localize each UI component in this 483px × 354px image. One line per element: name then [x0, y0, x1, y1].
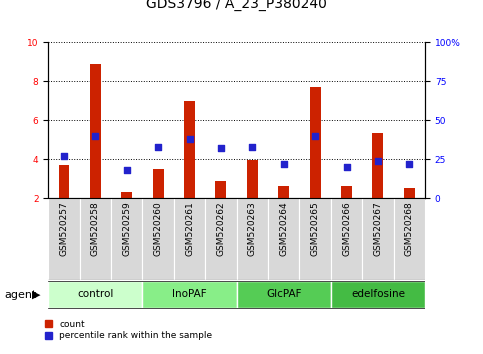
FancyBboxPatch shape	[237, 281, 331, 308]
FancyBboxPatch shape	[48, 281, 142, 308]
Bar	[310, 87, 321, 198]
Text: control: control	[77, 289, 114, 299]
Point	[280, 161, 288, 167]
Bar	[278, 185, 289, 198]
FancyBboxPatch shape	[362, 198, 394, 280]
Point	[249, 144, 256, 150]
FancyBboxPatch shape	[80, 198, 111, 280]
Bar	[404, 188, 415, 198]
FancyBboxPatch shape	[142, 198, 174, 280]
Text: InoPAF: InoPAF	[172, 289, 207, 299]
Point	[374, 158, 382, 164]
Point	[60, 153, 68, 159]
Text: GSM520261: GSM520261	[185, 201, 194, 256]
Text: GSM520259: GSM520259	[122, 201, 131, 256]
Text: GSM520258: GSM520258	[91, 201, 100, 256]
Point	[217, 145, 225, 151]
Bar	[153, 169, 164, 198]
Text: GSM520266: GSM520266	[342, 201, 351, 256]
Text: GSM520265: GSM520265	[311, 201, 320, 256]
Text: edelfosine: edelfosine	[351, 289, 405, 299]
Point	[343, 164, 351, 170]
Bar	[372, 133, 384, 198]
Text: GlcPAF: GlcPAF	[266, 289, 301, 299]
FancyBboxPatch shape	[174, 198, 205, 280]
Point	[406, 161, 413, 167]
Text: agent: agent	[5, 290, 37, 300]
Bar	[90, 64, 101, 198]
FancyBboxPatch shape	[331, 281, 425, 308]
Text: GDS3796 / A_23_P380240: GDS3796 / A_23_P380240	[146, 0, 327, 11]
FancyBboxPatch shape	[142, 281, 237, 308]
FancyBboxPatch shape	[268, 198, 299, 280]
Text: GSM520268: GSM520268	[405, 201, 414, 256]
Text: GSM520262: GSM520262	[216, 201, 226, 256]
Point	[92, 133, 99, 139]
FancyBboxPatch shape	[48, 198, 80, 280]
FancyBboxPatch shape	[111, 198, 142, 280]
FancyBboxPatch shape	[205, 198, 237, 280]
Text: GSM520257: GSM520257	[59, 201, 69, 256]
Text: GSM520260: GSM520260	[154, 201, 163, 256]
Point	[312, 133, 319, 139]
Bar	[184, 101, 195, 198]
Text: GSM520267: GSM520267	[373, 201, 383, 256]
Text: GSM520264: GSM520264	[279, 201, 288, 256]
Point	[186, 136, 194, 142]
Point	[123, 167, 130, 173]
FancyBboxPatch shape	[394, 198, 425, 280]
Bar	[58, 165, 70, 198]
FancyBboxPatch shape	[331, 198, 362, 280]
Text: ▶: ▶	[32, 290, 41, 300]
Bar	[341, 185, 352, 198]
Text: GSM520263: GSM520263	[248, 201, 257, 256]
Bar	[215, 181, 227, 198]
Legend: count, percentile rank within the sample: count, percentile rank within the sample	[43, 318, 214, 342]
FancyBboxPatch shape	[299, 198, 331, 280]
Bar	[247, 160, 258, 198]
Bar	[121, 193, 132, 198]
Point	[155, 144, 162, 150]
FancyBboxPatch shape	[237, 198, 268, 280]
